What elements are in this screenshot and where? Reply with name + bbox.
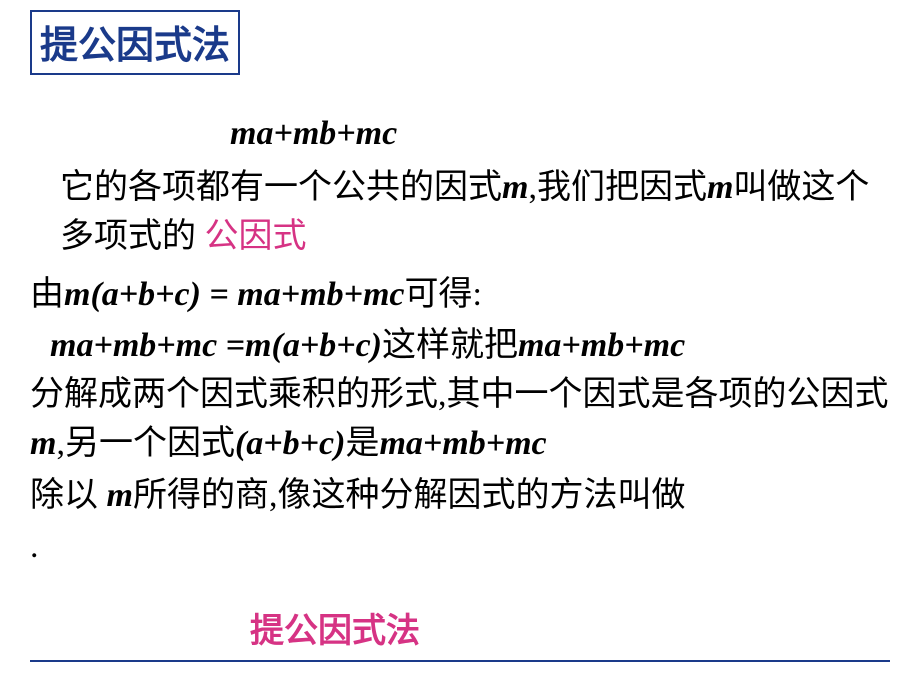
p4c: 是	[345, 425, 379, 462]
slide: 提公因式法 ma+mb+mc 它的各项都有一个公共的因式m,我们把因式m叫做这个…	[0, 0, 920, 690]
p4m2: ma+mb+mc	[379, 425, 546, 462]
slide-title: 提公因式法	[40, 25, 230, 67]
p3m2: ma+mb+mc	[518, 327, 685, 364]
footer-line	[30, 660, 890, 662]
paragraph-3: ma+mb+mc =m(a+b+c)这样就把ma+mb+mc	[50, 321, 890, 370]
title-box: 提公因式法	[30, 10, 240, 75]
p1a: 它的各项都有一个公共的因式	[60, 169, 502, 206]
p1var2: m	[707, 169, 733, 206]
p4b: ,另一个因式	[56, 425, 235, 462]
p2b: 可得:	[404, 276, 481, 313]
p4var: m	[30, 425, 56, 462]
p1var: m	[502, 169, 528, 206]
paragraph-4: 分解成两个因式乘积的形式,其中一个因式是各项的公因式 m,另一个因式(a+b+c)…	[30, 370, 890, 469]
highlight-2: 提公因式法	[250, 603, 420, 652]
paragraph-2: 由m(a+b+c) = ma+mb+mc可得:	[30, 270, 890, 319]
p2a: 由	[30, 276, 64, 313]
p5b: 所得的商,像这种分解因式的方法叫做	[133, 477, 686, 514]
p3m1: ma+mb+mc =m(a+b+c)	[50, 327, 382, 364]
paragraph-5: 除以 m所得的商,像这种分解因式的方法叫做	[30, 471, 890, 520]
p1b: ,我们把因式	[528, 169, 707, 206]
p6dot: .	[30, 528, 39, 565]
highlight-1: 公因式	[205, 218, 307, 255]
paragraph-6: .	[30, 522, 890, 571]
p4m1: (a+b+c)	[235, 425, 345, 462]
p2m1: m(a+b+c) = ma+mb+mc	[64, 276, 404, 313]
paragraph-1: 它的各项都有一个公共的因式m,我们把因式m叫做这个多项式的 公因式	[60, 163, 890, 262]
p4a: 分解成两个因式乘积的形式,其中一个因式是各项的公因式	[30, 376, 889, 413]
p3a: 这样就把	[382, 327, 518, 364]
p5var: m	[107, 477, 133, 514]
p5a: 除以	[30, 477, 107, 514]
formula-top: ma+mb+mc	[230, 115, 890, 153]
